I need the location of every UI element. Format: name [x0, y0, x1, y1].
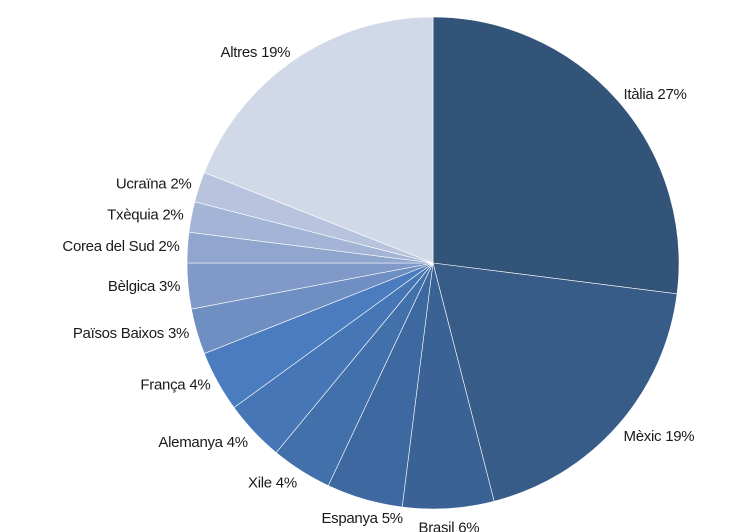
- slice-label: França 4%: [140, 376, 210, 393]
- slice-value: 4%: [227, 434, 248, 451]
- slice-category: Espanya: [321, 510, 378, 527]
- slice-category: França: [140, 376, 186, 393]
- slice-value: 2%: [170, 175, 191, 192]
- slice-value: 3%: [168, 325, 189, 342]
- slice-label: Alemanya 4%: [158, 434, 247, 451]
- slice-value: 2%: [162, 206, 183, 223]
- slice-value: 19%: [665, 428, 694, 445]
- slice-category: Txèquia: [107, 206, 159, 223]
- slice-category: Itàlia: [624, 86, 655, 103]
- slice-label: Països Baixos 3%: [73, 325, 189, 342]
- slice-value: 4%: [189, 376, 210, 393]
- slice-category: Corea del Sud: [62, 238, 154, 255]
- slice-value: 6%: [458, 519, 479, 532]
- slice-label: Altres 19%: [221, 44, 291, 61]
- slice-category: Ucraïna: [116, 175, 167, 192]
- slice-category: Mèxic: [624, 428, 662, 445]
- slice-label: Ucraïna 2%: [116, 175, 192, 192]
- slice-value: 5%: [382, 510, 403, 527]
- slice-label: Bèlgica 3%: [108, 278, 180, 295]
- slice-category: Xile: [248, 474, 272, 491]
- slice-value: 2%: [158, 238, 179, 255]
- slice-label: Txèquia 2%: [107, 206, 183, 223]
- slice-label: Corea del Sud 2%: [62, 238, 179, 255]
- slice-label: Mèxic 19%: [624, 428, 695, 445]
- slice-category: Alemanya: [158, 434, 223, 451]
- pie-slice: [432, 262, 678, 502]
- slice-label: Xile 4%: [248, 474, 297, 491]
- pie-slice: [432, 16, 680, 295]
- slice-label: Brasil 6%: [419, 519, 480, 532]
- slice-category: Altres: [221, 44, 258, 61]
- slice-category: Brasil: [419, 519, 455, 532]
- slice-category: Països Baixos: [73, 325, 164, 342]
- pie-slice: [203, 16, 434, 264]
- slice-value: 3%: [159, 278, 180, 295]
- slice-value: 27%: [657, 86, 686, 103]
- slice-value: 19%: [261, 44, 290, 61]
- slice-category: Bèlgica: [108, 278, 156, 295]
- slice-label: Espanya 5%: [321, 510, 402, 527]
- slice-label: Itàlia 27%: [624, 86, 687, 103]
- slice-value: 4%: [276, 474, 297, 491]
